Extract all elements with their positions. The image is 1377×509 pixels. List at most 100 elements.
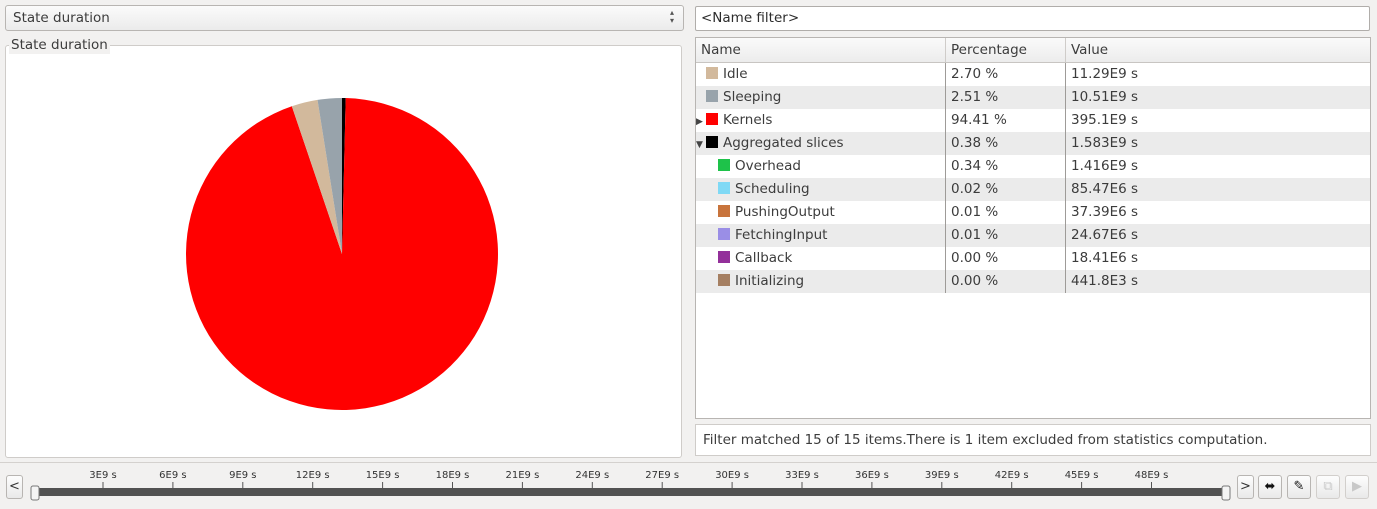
color-swatch — [706, 67, 718, 79]
pie-slice-aggregated-slices — [342, 98, 346, 254]
color-swatch — [718, 205, 730, 217]
pie-chart-panel-title: State duration — [9, 36, 110, 54]
color-swatch — [706, 90, 718, 102]
table-row[interactable]: ▶ Kernels 94.41 % 395.1E9 s — [696, 109, 1370, 132]
table-row[interactable]: Sleeping 2.51 % 10.51E9 s — [696, 86, 1370, 109]
cell-value: 395.1E9 s — [1071, 112, 1139, 128]
cell-name: Sleeping — [696, 86, 946, 109]
pie-slice-sleeping — [317, 98, 342, 254]
row-name: Kernels — [723, 112, 773, 128]
table-row[interactable]: Idle 2.70 % 11.29E9 s — [696, 63, 1370, 86]
cell-value: 441.8E3 s — [1071, 273, 1139, 289]
timeline-slider[interactable]: 3E9 s 6E9 s 9E9 s 12E9 s 15E9 s 18E9 s 21E9 s 2… — [0, 462, 1377, 509]
cell-percentage: 0.38 % — [946, 132, 1066, 155]
timeline-tick-label: 33E9 s — [785, 470, 819, 481]
copy-icon: ⧉ — [1323, 479, 1333, 494]
row-name: Overhead — [735, 158, 801, 174]
play-button[interactable]: ▶ — [1345, 475, 1369, 499]
row-name: Scheduling — [735, 181, 810, 197]
timeline-tick-label: 24E9 s — [575, 470, 609, 481]
row-name: PushingOutput — [735, 204, 835, 220]
row-name: Sleeping — [723, 89, 782, 105]
pie-chart — [185, 98, 498, 411]
table-row[interactable]: Callback 0.00 % 18.41E6 s — [696, 247, 1370, 270]
timeline-tick-label: 27E9 s — [645, 470, 679, 481]
cell-percentage: 0.00 % — [946, 270, 1066, 293]
cell-percentage: 0.00 % — [946, 247, 1066, 270]
cell-percentage: 2.51 % — [946, 86, 1066, 109]
pie-chart-panel — [5, 45, 682, 458]
color-swatch — [706, 136, 718, 148]
cell-percentage: 94.41 % — [946, 109, 1066, 132]
cell-value: 18.41E6 s — [1071, 250, 1139, 266]
timeline-tick-label: 9E9 s — [229, 470, 256, 481]
timeline-left-button[interactable]: < — [6, 475, 23, 499]
cell-name: FetchingInput — [696, 224, 946, 247]
row-name: FetchingInput — [735, 227, 828, 243]
timeline-end-handle[interactable] — [1221, 485, 1231, 501]
cell-percentage: 2.70 % — [946, 63, 1066, 86]
timeline-tick-label: 36E9 s — [855, 470, 889, 481]
timeline-tick-label: 15E9 s — [366, 470, 400, 481]
cell-name: Idle — [696, 63, 946, 86]
table-row[interactable]: Initializing 0.00 % 441.8E3 s — [696, 270, 1370, 293]
cell-name: Initializing — [696, 270, 946, 293]
statistics-table[interactable]: Name Percentage Value Idle 2.70 % 11.29E9 … — [695, 37, 1371, 419]
table-row[interactable]: FetchingInput 0.01 % 24.67E6 s — [696, 224, 1370, 247]
table-row[interactable]: PushingOutput 0.01 % 37.39E6 s — [696, 201, 1370, 224]
color-swatch — [718, 251, 730, 263]
table-row[interactable]: Overhead 0.34 % 1.416E9 s — [696, 155, 1370, 178]
edit-range-button[interactable]: ✎ — [1287, 475, 1311, 499]
divider — [0, 462, 1377, 463]
table-row[interactable]: ▼ Aggregated slices 0.38 % 1.583E9 s — [696, 132, 1370, 155]
expand-arrow-icon[interactable]: ▶ — [696, 117, 703, 127]
cell-name: ▶ Kernels — [696, 109, 946, 132]
cell-value: 10.51E9 s — [1071, 89, 1139, 105]
fit-range-button[interactable]: ⬌ — [1258, 475, 1282, 499]
table-row[interactable]: Scheduling 0.02 % 85.47E6 s — [696, 178, 1370, 201]
name-filter-input[interactable]: <Name filter> — [695, 6, 1370, 31]
row-name: Idle — [723, 66, 748, 82]
table-header: Name Percentage Value — [696, 38, 1370, 63]
table-body: Idle 2.70 % 11.29E9 s Sleeping 2.51 % 10.51E9… — [696, 63, 1370, 293]
column-header-percentage[interactable]: Percentage — [946, 38, 1066, 62]
timeline-tick-label: 6E9 s — [159, 470, 186, 481]
cell-value: 11.29E9 s — [1071, 66, 1139, 82]
timeline-tick-label: 45E9 s — [1065, 470, 1099, 481]
name-filter-placeholder: <Name filter> — [701, 10, 800, 26]
chart-type-value: State duration — [13, 10, 110, 26]
select-arrows-icon: ▴ ▾ — [669, 8, 674, 25]
column-header-name[interactable]: Name — [696, 38, 946, 62]
timeline-start-handle[interactable] — [30, 485, 40, 501]
cell-value: 1.416E9 s — [1071, 158, 1139, 174]
cell-value: 85.47E6 s — [1071, 181, 1139, 197]
timeline-tick-label: 3E9 s — [89, 470, 116, 481]
cell-value: 24.67E6 s — [1071, 227, 1139, 243]
pencil-icon: ✎ — [1293, 479, 1305, 494]
pie-slice-idle — [291, 99, 342, 255]
cell-value: 1.583E9 s — [1071, 135, 1139, 151]
cell-value: 37.39E6 s — [1071, 204, 1139, 220]
color-swatch — [718, 228, 730, 240]
cell-name: Callback — [696, 247, 946, 270]
timeline-tick-label: 18E9 s — [436, 470, 470, 481]
filter-status: Filter matched 15 of 15 items.There is 1… — [695, 424, 1371, 456]
timeline-selection-bar[interactable] — [35, 488, 1226, 496]
timeline-tick-label: 48E9 s — [1135, 470, 1169, 481]
timeline-tick-label: 21E9 s — [506, 470, 540, 481]
pie-slice-kernels — [185, 98, 498, 411]
copy-button[interactable]: ⧉ — [1316, 475, 1340, 499]
cell-percentage: 0.02 % — [946, 178, 1066, 201]
collapse-arrow-icon[interactable]: ▼ — [696, 140, 703, 150]
color-swatch — [718, 182, 730, 194]
cell-percentage: 0.01 % — [946, 201, 1066, 224]
row-name: Initializing — [735, 273, 805, 289]
timeline-right-button[interactable]: > — [1237, 475, 1254, 499]
cell-name: PushingOutput — [696, 201, 946, 224]
column-header-value[interactable]: Value — [1071, 42, 1109, 58]
timeline-tick-label: 39E9 s — [925, 470, 959, 481]
color-swatch — [718, 159, 730, 171]
chart-type-select[interactable]: State duration ▴ ▾ — [5, 5, 684, 31]
timeline-tick-label: 12E9 s — [296, 470, 330, 481]
row-name: Callback — [735, 250, 793, 266]
